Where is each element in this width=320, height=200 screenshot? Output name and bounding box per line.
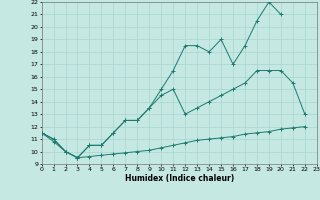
X-axis label: Humidex (Indice chaleur): Humidex (Indice chaleur)	[124, 174, 234, 183]
